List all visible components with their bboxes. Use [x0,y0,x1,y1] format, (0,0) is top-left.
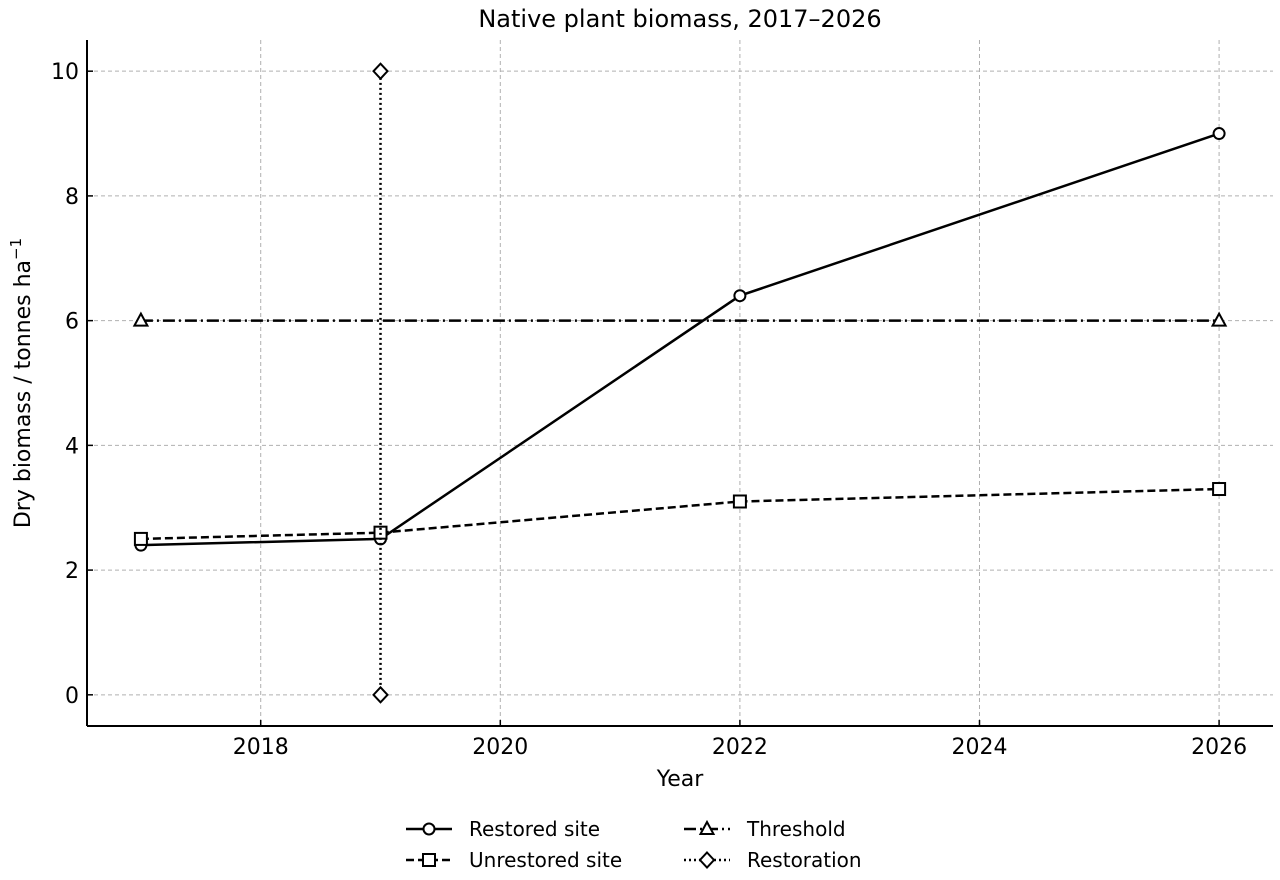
legend: Restored site Unrestored site Threshold Res… [406,817,862,872]
y-axis-title-text: Dry biomass / tonnes ha [11,260,36,528]
legend-marker-unrestored-site [422,853,436,867]
data-point-restoration [372,685,389,704]
data-point-unrestored-site [1212,482,1227,497]
x-axis-title: Year [656,767,705,792]
legend-marker-restoration [698,851,716,869]
series-line-unrestored-site [140,487,1220,541]
axes: 2018 2020 2022 2024 2026 0 2 4 6 8 10 [51,40,1273,760]
y-tick-label: 10 [51,60,79,85]
grid [87,40,1273,726]
data-point-restoration [372,62,389,81]
series-restoration [372,62,389,704]
y-axis-title: Dry biomass / tonnes ha−1 [7,238,36,528]
chart-title: Native plant biomass, 2017–2026 [478,5,881,33]
data-point-restored-site [733,289,747,303]
data-point-restored-site [1212,127,1226,141]
series-lines [132,62,1228,704]
series-threshold [132,311,1228,327]
y-axis-title-exponent: −1 [7,238,25,260]
series-line-restored-site [140,132,1220,547]
legend-label-restoration: Restoration [747,848,862,872]
y-tick-label: 2 [65,559,79,584]
y-tick-label: 8 [65,185,79,210]
legend-label-unrestored-site: Unrestored site [469,848,622,872]
legend-label-threshold: Threshold [746,817,846,841]
series-restored-site [134,127,1226,552]
y-tick-label: 6 [65,310,79,335]
legend-item-unrestored-site: Unrestored site [406,848,622,872]
x-tick-label: 2024 [951,735,1007,760]
data-point-threshold [1210,311,1228,327]
legend-item-restored-site: Restored site [406,817,600,841]
y-tick-label: 4 [65,434,79,459]
x-tick-label: 2026 [1191,735,1247,760]
data-point-unrestored-site [133,531,148,546]
legend-marker-restored-site [422,822,436,836]
series-unrestored-site [133,482,1227,546]
legend-item-threshold: Threshold [684,817,846,841]
legend-item-restoration: Restoration [684,848,862,872]
legend-label-restored-site: Restored site [469,817,600,841]
data-point-unrestored-site [732,494,747,509]
legend-marker-threshold [698,819,716,835]
y-tick-label: 0 [65,684,79,709]
data-point-threshold [132,311,150,327]
x-tick-label: 2018 [233,735,289,760]
x-tick-label: 2020 [472,735,528,760]
x-tick-label: 2022 [712,735,768,760]
